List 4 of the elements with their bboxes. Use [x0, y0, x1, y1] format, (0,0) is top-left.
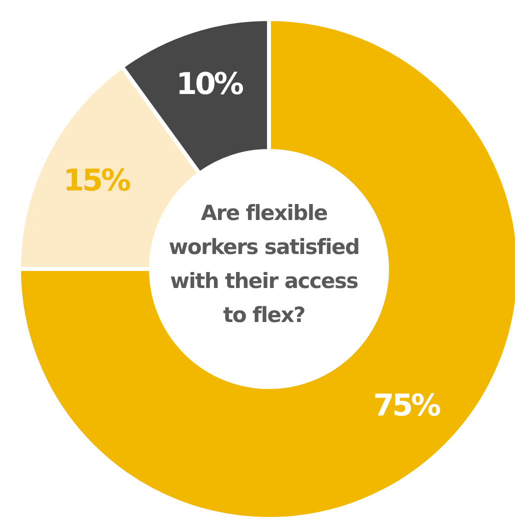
- text: Are flexible workers satisfied with their access to flex?: [168, 200, 360, 329]
- data-label: 10%: [176, 66, 244, 102]
- data-label: 75%: [373, 388, 442, 424]
- data-label: 15%: [63, 163, 131, 198]
